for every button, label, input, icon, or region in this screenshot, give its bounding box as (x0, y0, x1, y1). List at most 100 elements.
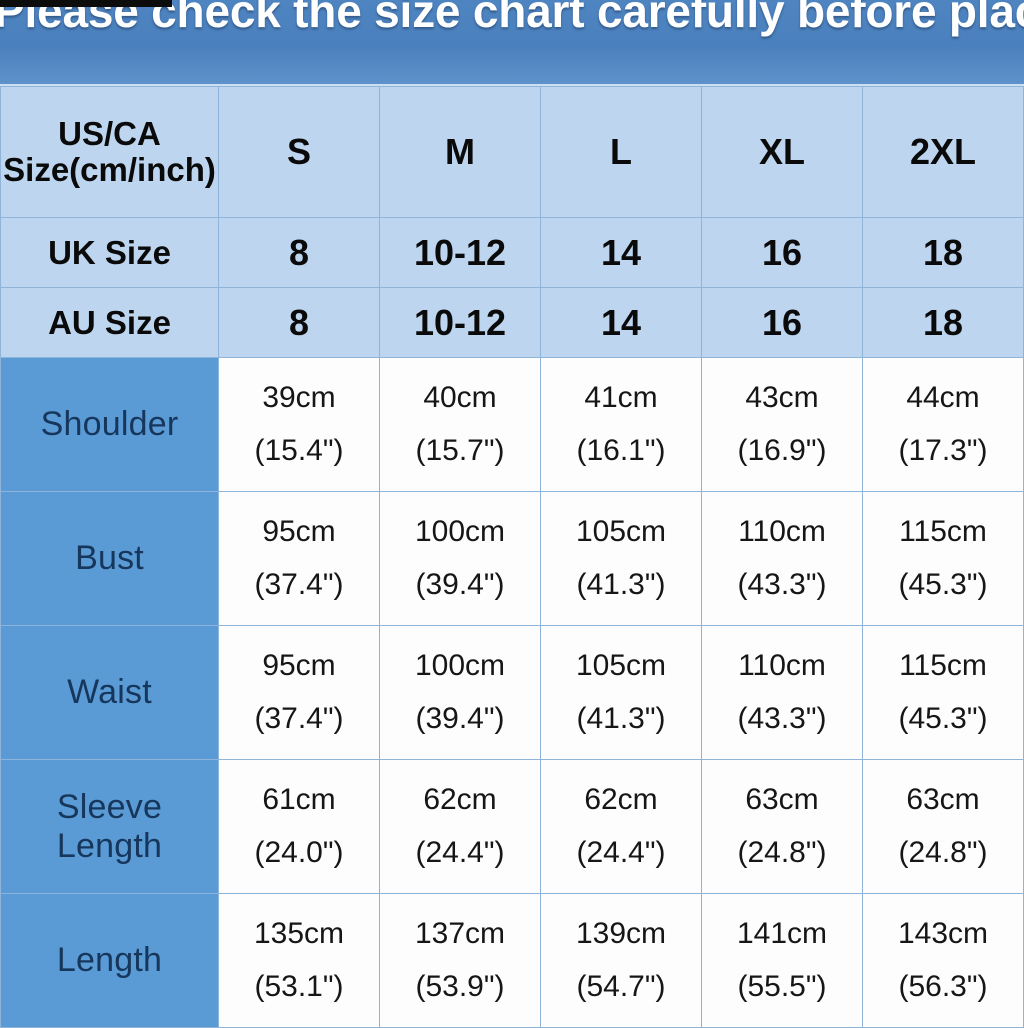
length-xl: 141cm (55.5") (701, 893, 863, 1028)
sleeve-length-m: 62cm (24.4") (379, 759, 541, 894)
au-size-l: 14 (540, 287, 702, 358)
uk-size-2xl: 18 (862, 217, 1024, 288)
sleeve-length-2xl: 63cm (24.8") (862, 759, 1024, 894)
shoulder-2xl: 44cm (17.3") (862, 357, 1024, 492)
column-header-l: L (540, 86, 702, 218)
waist-s-inch: (37.4") (254, 701, 344, 735)
sleeve-length-xl-inch: (24.8") (737, 835, 827, 869)
length-m-inch: (53.9") (415, 969, 505, 1003)
size-chart-table: US/CA Size(cm/inch) S M L XL 2XL UK Size… (0, 86, 1024, 1028)
top-black-bar (0, 0, 172, 7)
au-size-s: 8 (218, 287, 380, 358)
usca-line-2: Size(cm/inch) (3, 151, 216, 188)
uk-size-s: 8 (218, 217, 380, 288)
waist-xl: 110cm (43.3") (701, 625, 863, 760)
length-s-inch: (53.1") (254, 969, 344, 1003)
shoulder-xl: 43cm (16.9") (701, 357, 863, 492)
shoulder-s: 39cm (15.4") (218, 357, 380, 492)
length-s: 135cm (53.1") (218, 893, 380, 1028)
length-l: 139cm (54.7") (540, 893, 702, 1028)
shoulder-2xl-inch: (17.3") (898, 433, 988, 467)
shoulder-xl-cm: 43cm (745, 381, 819, 414)
waist-2xl: 115cm (45.3") (862, 625, 1024, 760)
length-m: 137cm (53.9") (379, 893, 541, 1028)
bust-2xl-inch: (45.3") (898, 567, 988, 601)
table-row-length: Length 135cm (53.1") 137cm (53.9") 139cm… (0, 893, 1024, 1028)
length-2xl-inch: (56.3") (898, 969, 988, 1003)
banner: Please check the size chart carefully be… (0, 0, 1024, 86)
bust-l-cm: 105cm (575, 515, 667, 548)
shoulder-s-inch: (15.4") (254, 433, 344, 467)
waist-l-inch: (41.3") (576, 701, 666, 735)
sleeve-length-l: 62cm (24.4") (540, 759, 702, 894)
sleeve-length-m-inch: (24.4") (415, 835, 505, 869)
table-row-bust: Bust 95cm (37.4") 100cm (39.4") 105cm (4… (0, 491, 1024, 626)
length-2xl: 143cm (56.3") (862, 893, 1024, 1028)
row-label-bust: Bust (0, 491, 219, 626)
sleeve-length-s-cm: 61cm (262, 783, 336, 816)
bust-m-inch: (39.4") (415, 567, 505, 601)
length-xl-inch: (55.5") (737, 969, 827, 1003)
waist-m-cm: 100cm (414, 649, 506, 682)
bust-s: 95cm (37.4") (218, 491, 380, 626)
bust-xl-inch: (43.3") (737, 567, 827, 601)
waist-2xl-cm: 115cm (899, 649, 987, 682)
shoulder-m: 40cm (15.7") (379, 357, 541, 492)
shoulder-xl-inch: (16.9") (737, 433, 827, 467)
row-label-shoulder: Shoulder (0, 357, 219, 492)
waist-s: 95cm (37.4") (218, 625, 380, 760)
table-row-au-size: AU Size 8 10-12 14 16 18 (0, 287, 1024, 358)
sleeve-length-m-cm: 62cm (423, 783, 497, 816)
shoulder-l: 41cm (16.1") (540, 357, 702, 492)
shoulder-s-cm: 39cm (262, 381, 336, 414)
bust-2xl-cm: 115cm (899, 515, 987, 548)
row-label-waist: Waist (0, 625, 219, 760)
shoulder-m-cm: 40cm (423, 381, 497, 414)
length-l-inch: (54.7") (576, 969, 666, 1003)
sleeve-length-xl: 63cm (24.8") (701, 759, 863, 894)
waist-l-cm: 105cm (575, 649, 667, 682)
row-label-au-size: AU Size (0, 287, 219, 358)
waist-2xl-inch: (45.3") (898, 701, 988, 735)
au-size-m: 10-12 (379, 287, 541, 358)
uk-size-m: 10-12 (379, 217, 541, 288)
sleeve-length-xl-cm: 63cm (745, 783, 819, 816)
column-header-xl: XL (701, 86, 863, 218)
column-header-2xl: 2XL (862, 86, 1024, 218)
waist-m-inch: (39.4") (415, 701, 505, 735)
length-2xl-cm: 143cm (897, 917, 989, 950)
sleeve-length-s: 61cm (24.0") (218, 759, 380, 894)
uk-size-l: 14 (540, 217, 702, 288)
table-row-shoulder: Shoulder 39cm (15.4") 40cm (15.7") 41cm … (0, 357, 1024, 492)
bust-s-inch: (37.4") (254, 567, 344, 601)
table-row-usca-size: US/CA Size(cm/inch) S M L XL 2XL (0, 86, 1024, 218)
au-size-2xl: 18 (862, 287, 1024, 358)
length-l-cm: 139cm (575, 917, 667, 950)
usca-line-1: US/CA (58, 115, 161, 153)
waist-xl-cm: 110cm (738, 649, 826, 682)
length-s-cm: 135cm (253, 917, 345, 950)
shoulder-l-inch: (16.1") (576, 433, 666, 467)
bust-m: 100cm (39.4") (379, 491, 541, 626)
sleeve-length-l-cm: 62cm (584, 783, 658, 816)
bust-2xl: 115cm (45.3") (862, 491, 1024, 626)
bust-s-cm: 95cm (262, 515, 336, 548)
bust-xl-cm: 110cm (738, 515, 826, 548)
table-row-uk-size: UK Size 8 10-12 14 16 18 (0, 217, 1024, 288)
row-label-sleeve-length: Sleeve Length (0, 759, 219, 894)
row-label-uk-size: UK Size (0, 217, 219, 288)
shoulder-l-cm: 41cm (584, 381, 658, 414)
table-row-sleeve-length: Sleeve Length 61cm (24.0") 62cm (24.4") … (0, 759, 1024, 894)
sleeve-length-s-inch: (24.0") (254, 835, 344, 869)
bust-m-cm: 100cm (414, 515, 506, 548)
waist-xl-inch: (43.3") (737, 701, 827, 735)
sleeve-length-2xl-inch: (24.8") (898, 835, 988, 869)
bust-xl: 110cm (43.3") (701, 491, 863, 626)
table-row-waist: Waist 95cm (37.4") 100cm (39.4") 105cm (… (0, 625, 1024, 760)
waist-l: 105cm (41.3") (540, 625, 702, 760)
bust-l: 105cm (41.3") (540, 491, 702, 626)
bust-l-inch: (41.3") (576, 567, 666, 601)
length-xl-cm: 141cm (736, 917, 828, 950)
row-label-length: Length (0, 893, 219, 1028)
shoulder-m-inch: (15.7") (415, 433, 505, 467)
